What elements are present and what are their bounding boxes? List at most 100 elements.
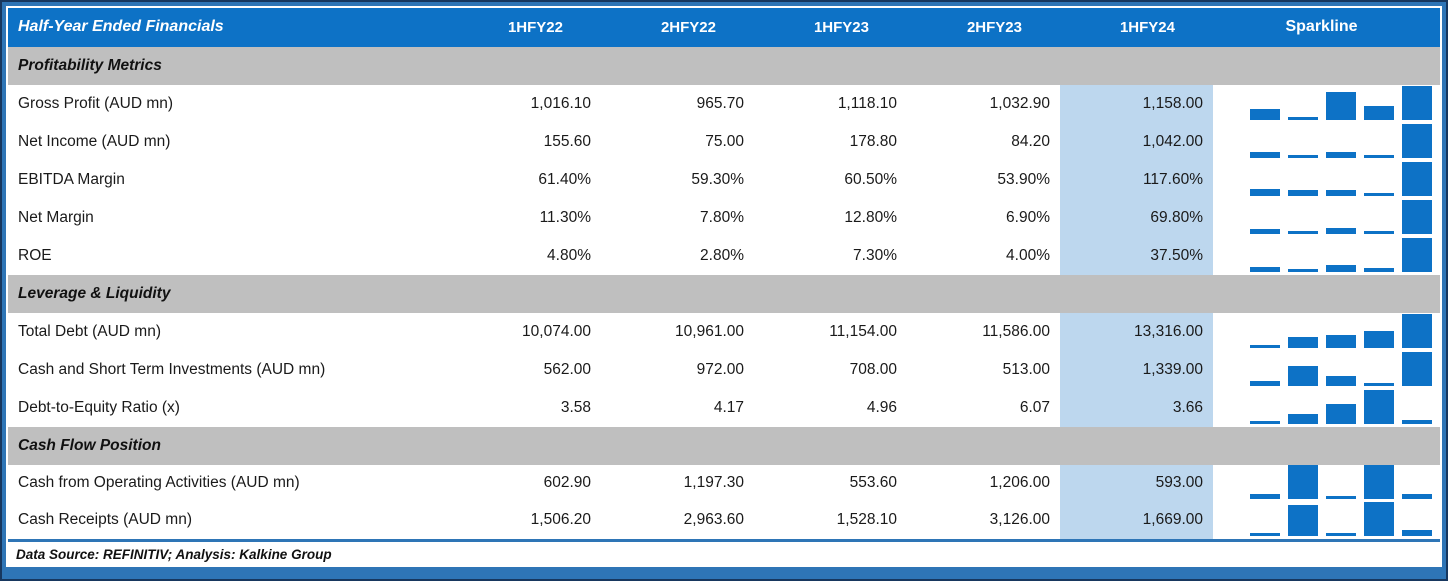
value-cell: 562.00 <box>543 360 591 378</box>
sparkline-bar <box>1326 403 1356 424</box>
table-row: EBITDA Margin 61.40% 59.30% 60.50% 53.90% 117… <box>8 160 1440 199</box>
section-header-row: Leverage & Liquidity <box>8 274 1440 313</box>
sparkline-bar <box>1326 375 1356 386</box>
data-source-note: Data Source: REFINITIV; Analysis: Kalkin… <box>8 541 1440 567</box>
value-cell: 1,032.90 <box>989 94 1050 112</box>
sparkline-bar <box>1402 313 1432 348</box>
section-label: Leverage & Liquidity <box>18 284 171 302</box>
value-cell: 6.07 <box>1019 398 1050 416</box>
value-cell: 1,528.10 <box>836 511 897 529</box>
table-title: Half-Year Ended Financials <box>18 18 224 36</box>
table-row: Cash and Short Term Investments (AUD mn)… <box>8 350 1440 389</box>
footer-separator <box>8 538 1440 542</box>
sparkline-bar <box>1364 464 1394 499</box>
value-cell: 11,586.00 <box>982 322 1050 340</box>
sparkline-bar <box>1364 267 1394 272</box>
sparkline-bar <box>1250 108 1280 120</box>
sparkline-bar <box>1250 266 1280 272</box>
row-label: Net Margin <box>18 208 94 226</box>
sparkline-bar <box>1364 330 1394 348</box>
table-row: Cash Receipts (AUD mn) 1,506.20 2,963.60 1,… <box>8 501 1440 539</box>
sparkline-bar <box>1326 189 1356 196</box>
sparkline-bar <box>1402 123 1432 158</box>
row-label: EBITDA Margin <box>18 170 125 188</box>
sparkline-bar <box>1250 420 1280 424</box>
value-cell: 1,016.10 <box>530 94 591 112</box>
value-cell: 513.00 <box>1002 360 1050 378</box>
sparkline-bar <box>1250 532 1280 536</box>
value-cell: 965.70 <box>696 94 744 112</box>
value-cell: 60.50% <box>844 170 897 188</box>
value-cell: 553.60 <box>849 474 897 492</box>
value-cell: 1,669.00 <box>1060 501 1213 539</box>
sparkline-bar <box>1250 493 1280 499</box>
value-cell: 1,118.10 <box>837 94 897 112</box>
value-cell: 61.40% <box>538 170 591 188</box>
value-cell: 1,506.20 <box>530 511 591 529</box>
sparkline-bar <box>1326 334 1356 348</box>
value-cell: 59.30% <box>691 170 744 188</box>
sparkline-bar <box>1288 413 1318 424</box>
sparkline-bar <box>1288 154 1318 158</box>
row-label: Cash from Operating Activities (AUD mn) <box>18 474 300 492</box>
sparkline-chart <box>1213 199 1440 237</box>
column-header-2hfy23: 2HFY23 <box>966 18 1022 36</box>
sparkline-bar <box>1402 351 1432 386</box>
value-cell: 37.50% <box>1060 236 1213 275</box>
value-cell: 12.80% <box>844 208 897 226</box>
table-row: Gross Profit (AUD mn) 1,016.10 965.70 1,118… <box>8 84 1440 123</box>
sparkline-bar <box>1402 237 1432 272</box>
sparkline-bar <box>1364 501 1394 536</box>
value-cell: 10,961.00 <box>675 322 744 340</box>
sparkline-bar <box>1326 264 1356 272</box>
value-cell: 602.90 <box>543 474 591 492</box>
sparkline-bar <box>1250 228 1280 234</box>
sparkline-bar <box>1402 85 1432 120</box>
value-cell: 1,158.00 <box>1060 84 1213 123</box>
value-cell: 2,963.60 <box>683 511 744 529</box>
sparkline-bar <box>1250 151 1280 158</box>
row-label: Net Income (AUD mn) <box>18 132 171 150</box>
value-cell: 2.80% <box>700 246 744 264</box>
sparkline-chart <box>1213 123 1440 161</box>
row-label: Cash and Short Term Investments (AUD mn) <box>18 360 326 378</box>
value-cell: 1,042.00 <box>1060 122 1213 161</box>
value-cell: 4.80% <box>547 246 591 264</box>
sparkline-chart <box>1213 389 1440 427</box>
value-cell: 4.00% <box>1006 246 1050 264</box>
value-cell: 10,074.00 <box>522 322 591 340</box>
row-label: Total Debt (AUD mn) <box>18 322 161 340</box>
value-cell: 1,206.00 <box>989 474 1050 492</box>
value-cell: 3,126.00 <box>989 511 1050 529</box>
row-label: ROE <box>18 246 52 264</box>
value-cell: 708.00 <box>849 360 897 378</box>
sparkline-bar <box>1288 504 1318 536</box>
column-header-1hfy22: 1HFY22 <box>507 18 563 36</box>
sparkline-chart <box>1213 161 1440 199</box>
sparkline-bar <box>1402 199 1432 234</box>
sparkline-bar <box>1326 495 1356 499</box>
sparkline-bar <box>1402 419 1432 424</box>
sparkline-bar <box>1250 188 1280 196</box>
value-cell: 4.17 <box>713 398 744 416</box>
table-body: Profitability Metrics Gross Profit (AUD m… <box>8 46 1440 539</box>
value-cell: 84.20 <box>1011 132 1050 150</box>
section-header-row: Profitability Metrics <box>8 46 1440 85</box>
financial-table: Half-Year Ended Financials 1HFY22 2HFY22… <box>6 6 1442 575</box>
row-label: Gross Profit (AUD mn) <box>18 94 174 112</box>
sparkline-bar <box>1250 344 1280 348</box>
sparkline-bar <box>1364 105 1394 120</box>
column-header-1hfy23: 1HFY23 <box>813 18 869 36</box>
value-cell: 69.80% <box>1060 198 1213 237</box>
sparkline-bar <box>1326 532 1356 536</box>
sparkline-bar <box>1402 493 1432 499</box>
sparkline-bar <box>1364 389 1394 424</box>
table-header-row: Half-Year Ended Financials 1HFY22 2HFY22… <box>8 8 1440 47</box>
sparkline-bar <box>1288 230 1318 234</box>
value-cell: 7.80% <box>700 208 744 226</box>
table-row: Total Debt (AUD mn) 10,074.00 10,961.00 11,… <box>8 312 1440 351</box>
value-cell: 178.80 <box>849 132 897 150</box>
table-row: Cash from Operating Activities (AUD mn) 6… <box>8 464 1440 502</box>
sparkline-chart <box>1213 351 1440 389</box>
